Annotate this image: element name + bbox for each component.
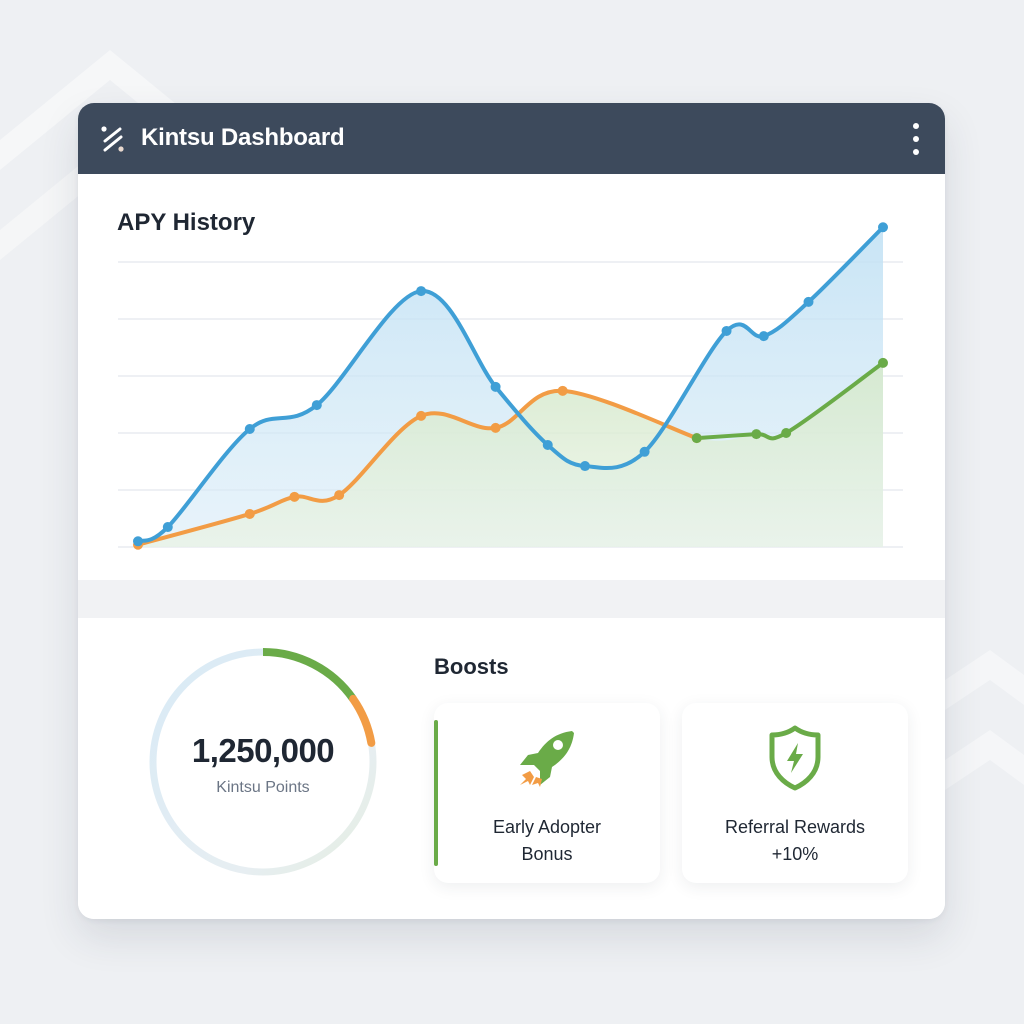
boost-card-referral-rewards[interactable]: Referral Rewards +10% [682,703,908,883]
data-point[interactable] [721,325,732,336]
window-title: Kintsu Dashboard [141,124,345,151]
data-point[interactable] [639,446,650,457]
rocket-icon [520,731,574,787]
boost-label: Early Adopter Bonus [434,814,660,868]
data-point[interactable] [878,222,888,233]
data-point[interactable] [244,424,255,435]
dashboard-window: Kintsu Dashboard APY History 1,250,000 K… [78,103,945,919]
data-point[interactable] [162,522,173,533]
data-point[interactable] [133,536,143,547]
points-label: Kintsu Points [216,779,310,796]
boost-title: Early Adopter [492,817,602,837]
chart-title: APY History [117,209,256,236]
data-point[interactable] [878,357,888,368]
menu-dot [913,149,919,155]
more-menu-button[interactable] [909,123,923,155]
shield-bolt-icon [769,725,821,791]
data-point[interactable] [311,400,322,411]
data-point[interactable] [557,385,568,396]
data-point[interactable] [244,508,255,519]
data-point[interactable] [289,491,300,502]
data-point[interactable] [758,331,769,342]
ring-segment-green [262,648,357,702]
boost-subtitle: Bonus [521,844,573,864]
points-ring-chart [149,648,377,876]
boost-title: Referral Rewards [724,817,866,837]
green-line [694,360,885,441]
data-point[interactable] [751,429,762,440]
boost-label: Referral Rewards +10% [682,814,908,868]
kintsu-logo-icon [101,126,124,152]
points-gauge: 1,250,000 Kintsu Points [145,644,381,880]
data-point[interactable] [580,461,590,472]
data-point[interactable] [490,422,501,433]
rewards-panel: 1,250,000 Kintsu Points Boosts Early Ado… [78,618,945,919]
boost-subtitle: +10% [771,844,819,864]
data-point[interactable] [334,490,345,501]
menu-dot [913,136,919,142]
boosts-heading: Boosts [434,654,509,679]
data-point[interactable] [781,428,792,438]
data-point[interactable] [490,381,501,392]
section-divider [78,580,945,618]
points-value: 1,250,000 [191,732,335,769]
ring-segment-orange [349,694,376,747]
data-point[interactable] [416,286,427,297]
apy-history-panel: APY History [78,174,945,580]
data-point[interactable] [542,439,553,450]
apy-history-chart [118,222,903,550]
title-bar: Kintsu Dashboard [78,103,945,174]
data-point[interactable] [416,410,427,421]
data-point[interactable] [803,296,814,307]
boost-card-early-adopter[interactable]: Early Adopter Bonus [434,703,660,883]
more-vertical-icon [913,123,919,129]
data-point[interactable] [691,433,702,444]
active-indicator [434,720,438,866]
